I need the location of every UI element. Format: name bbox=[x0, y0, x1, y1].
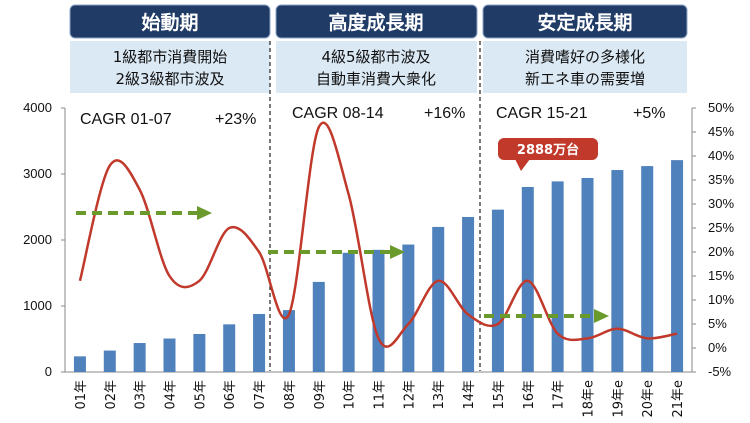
right-tick-label: -5% bbox=[708, 364, 732, 379]
phase-desc-3b: 新エネ車の需要増 bbox=[525, 70, 645, 88]
right-tick-label: 45% bbox=[708, 124, 734, 139]
x-tick-label: 08年 bbox=[283, 380, 298, 410]
x-tick-label: 19年e bbox=[611, 380, 626, 418]
bar-20年e bbox=[641, 166, 654, 372]
bar-14年 bbox=[462, 216, 475, 372]
bar-10年 bbox=[342, 252, 355, 372]
right-tick-label: 35% bbox=[708, 172, 734, 187]
phase-header-1 bbox=[69, 4, 271, 39]
left-tick-label: 1000 bbox=[23, 298, 52, 313]
x-tick-label: 12年 bbox=[402, 380, 417, 410]
cagr-label-1: CAGR 01-07 bbox=[80, 111, 172, 128]
phase-title-1: 始動期 bbox=[141, 11, 198, 34]
bar-03年 bbox=[133, 343, 146, 372]
bar-21年e bbox=[671, 160, 684, 372]
bar-13年 bbox=[432, 226, 445, 372]
bar-08年 bbox=[282, 310, 295, 372]
right-tick-label: 25% bbox=[708, 220, 734, 235]
x-tick-label: 11年 bbox=[373, 380, 388, 410]
x-tick-label: 09年 bbox=[313, 380, 328, 410]
x-tick-label: 04年 bbox=[164, 380, 179, 410]
x-tick-label: 20年e bbox=[641, 380, 656, 418]
right-tick-group: -5% 0% 5% 10% 15% 20% 25% 30% 35% 40% 45% 50% bbox=[692, 100, 734, 379]
right-tick-label: 0% bbox=[708, 340, 727, 355]
x-tick-label: 18年e bbox=[582, 380, 597, 418]
bar-16年 bbox=[521, 187, 534, 372]
x-tick-label: 03年 bbox=[134, 380, 149, 410]
right-tick-label: 15% bbox=[708, 268, 734, 283]
left-tick-group: 0 1000 2000 3000 4000 bbox=[23, 100, 65, 379]
bar-17年 bbox=[551, 181, 564, 372]
x-tick-label: 10年 bbox=[343, 380, 358, 410]
left-tick-label: 2000 bbox=[23, 232, 52, 247]
x-tick-label: 13年 bbox=[432, 380, 447, 410]
bar-02年 bbox=[103, 350, 116, 372]
bar-04年 bbox=[163, 338, 176, 372]
phase-title-3: 安定成長期 bbox=[537, 11, 632, 34]
cagr-value-3: +5% bbox=[633, 105, 665, 122]
cagr-label-3: CAGR 15-21 bbox=[496, 105, 588, 122]
bar-06年 bbox=[223, 324, 236, 372]
cagr-label-2: CAGR 08-14 bbox=[292, 105, 384, 122]
phase-desc-2b: 自動車消費大衆化 bbox=[316, 70, 436, 88]
bar-15年 bbox=[491, 209, 504, 372]
phase-desc-1a: 1級都市消費開始 bbox=[113, 48, 228, 66]
phase-title-2: 高度成長期 bbox=[328, 11, 423, 34]
left-tick-label: 3000 bbox=[23, 166, 52, 181]
bar-series bbox=[73, 160, 684, 372]
left-tick-label: 4000 bbox=[23, 100, 52, 115]
x-tick-label: 16年 bbox=[522, 380, 537, 410]
phase-header-3 bbox=[482, 4, 688, 39]
growth-rate-line bbox=[78, 121, 678, 348]
x-tick-label: 01年 bbox=[74, 380, 89, 410]
x-tick-label: 06年 bbox=[223, 380, 238, 410]
x-tick-label: 05年 bbox=[193, 380, 208, 410]
bar-01年 bbox=[73, 356, 86, 372]
phase-desc-3a: 消費嗜好の多様化 bbox=[525, 48, 645, 66]
bar-12年 bbox=[402, 244, 415, 372]
phase-panel-1 bbox=[70, 41, 270, 93]
bar-09年 bbox=[312, 281, 325, 372]
trend-arrow-3 bbox=[484, 309, 609, 323]
trend-arrow-1 bbox=[76, 206, 212, 220]
phase-desc-2a: 4級5級都市波及 bbox=[321, 48, 430, 66]
x-tick-label: 14年 bbox=[462, 380, 477, 410]
bar-07年 bbox=[253, 313, 266, 372]
x-tick-label: 15年 bbox=[492, 380, 507, 410]
x-tick-label: 07年 bbox=[253, 380, 268, 410]
bar-05年 bbox=[193, 333, 206, 372]
cagr-value-2: +16% bbox=[424, 105, 465, 122]
x-tick-label: 21年e bbox=[671, 380, 686, 418]
phase-panel-3 bbox=[483, 41, 687, 93]
left-tick-label: 0 bbox=[45, 364, 52, 379]
callout-text: 2888万台 bbox=[517, 142, 579, 158]
bar-18年e bbox=[581, 177, 594, 372]
cagr-value-1: +23% bbox=[215, 111, 256, 128]
right-tick-label: 20% bbox=[708, 244, 734, 259]
x-tick-label: 17年 bbox=[552, 380, 567, 410]
right-tick-label: 40% bbox=[708, 148, 734, 163]
phase-desc-1b: 2級3級都市波及 bbox=[115, 70, 224, 88]
x-tick-label: 02年 bbox=[104, 380, 119, 410]
trend-arrow-2 bbox=[268, 245, 405, 259]
bar-19年e bbox=[611, 170, 624, 372]
x-tick-group: 01年 02年 03年 04年 05年 06年 07年 08年 09年 10年 11年 12年 13年 1… bbox=[74, 380, 686, 418]
phase-panel-2 bbox=[276, 41, 477, 93]
right-tick-label: 5% bbox=[708, 316, 727, 331]
right-tick-label: 50% bbox=[708, 100, 734, 115]
phase-header-2 bbox=[275, 4, 478, 39]
right-tick-label: 10% bbox=[708, 292, 734, 307]
bar-11年 bbox=[372, 249, 385, 372]
right-tick-label: 30% bbox=[708, 196, 734, 211]
callout-2888: 2888万台 bbox=[498, 138, 598, 171]
